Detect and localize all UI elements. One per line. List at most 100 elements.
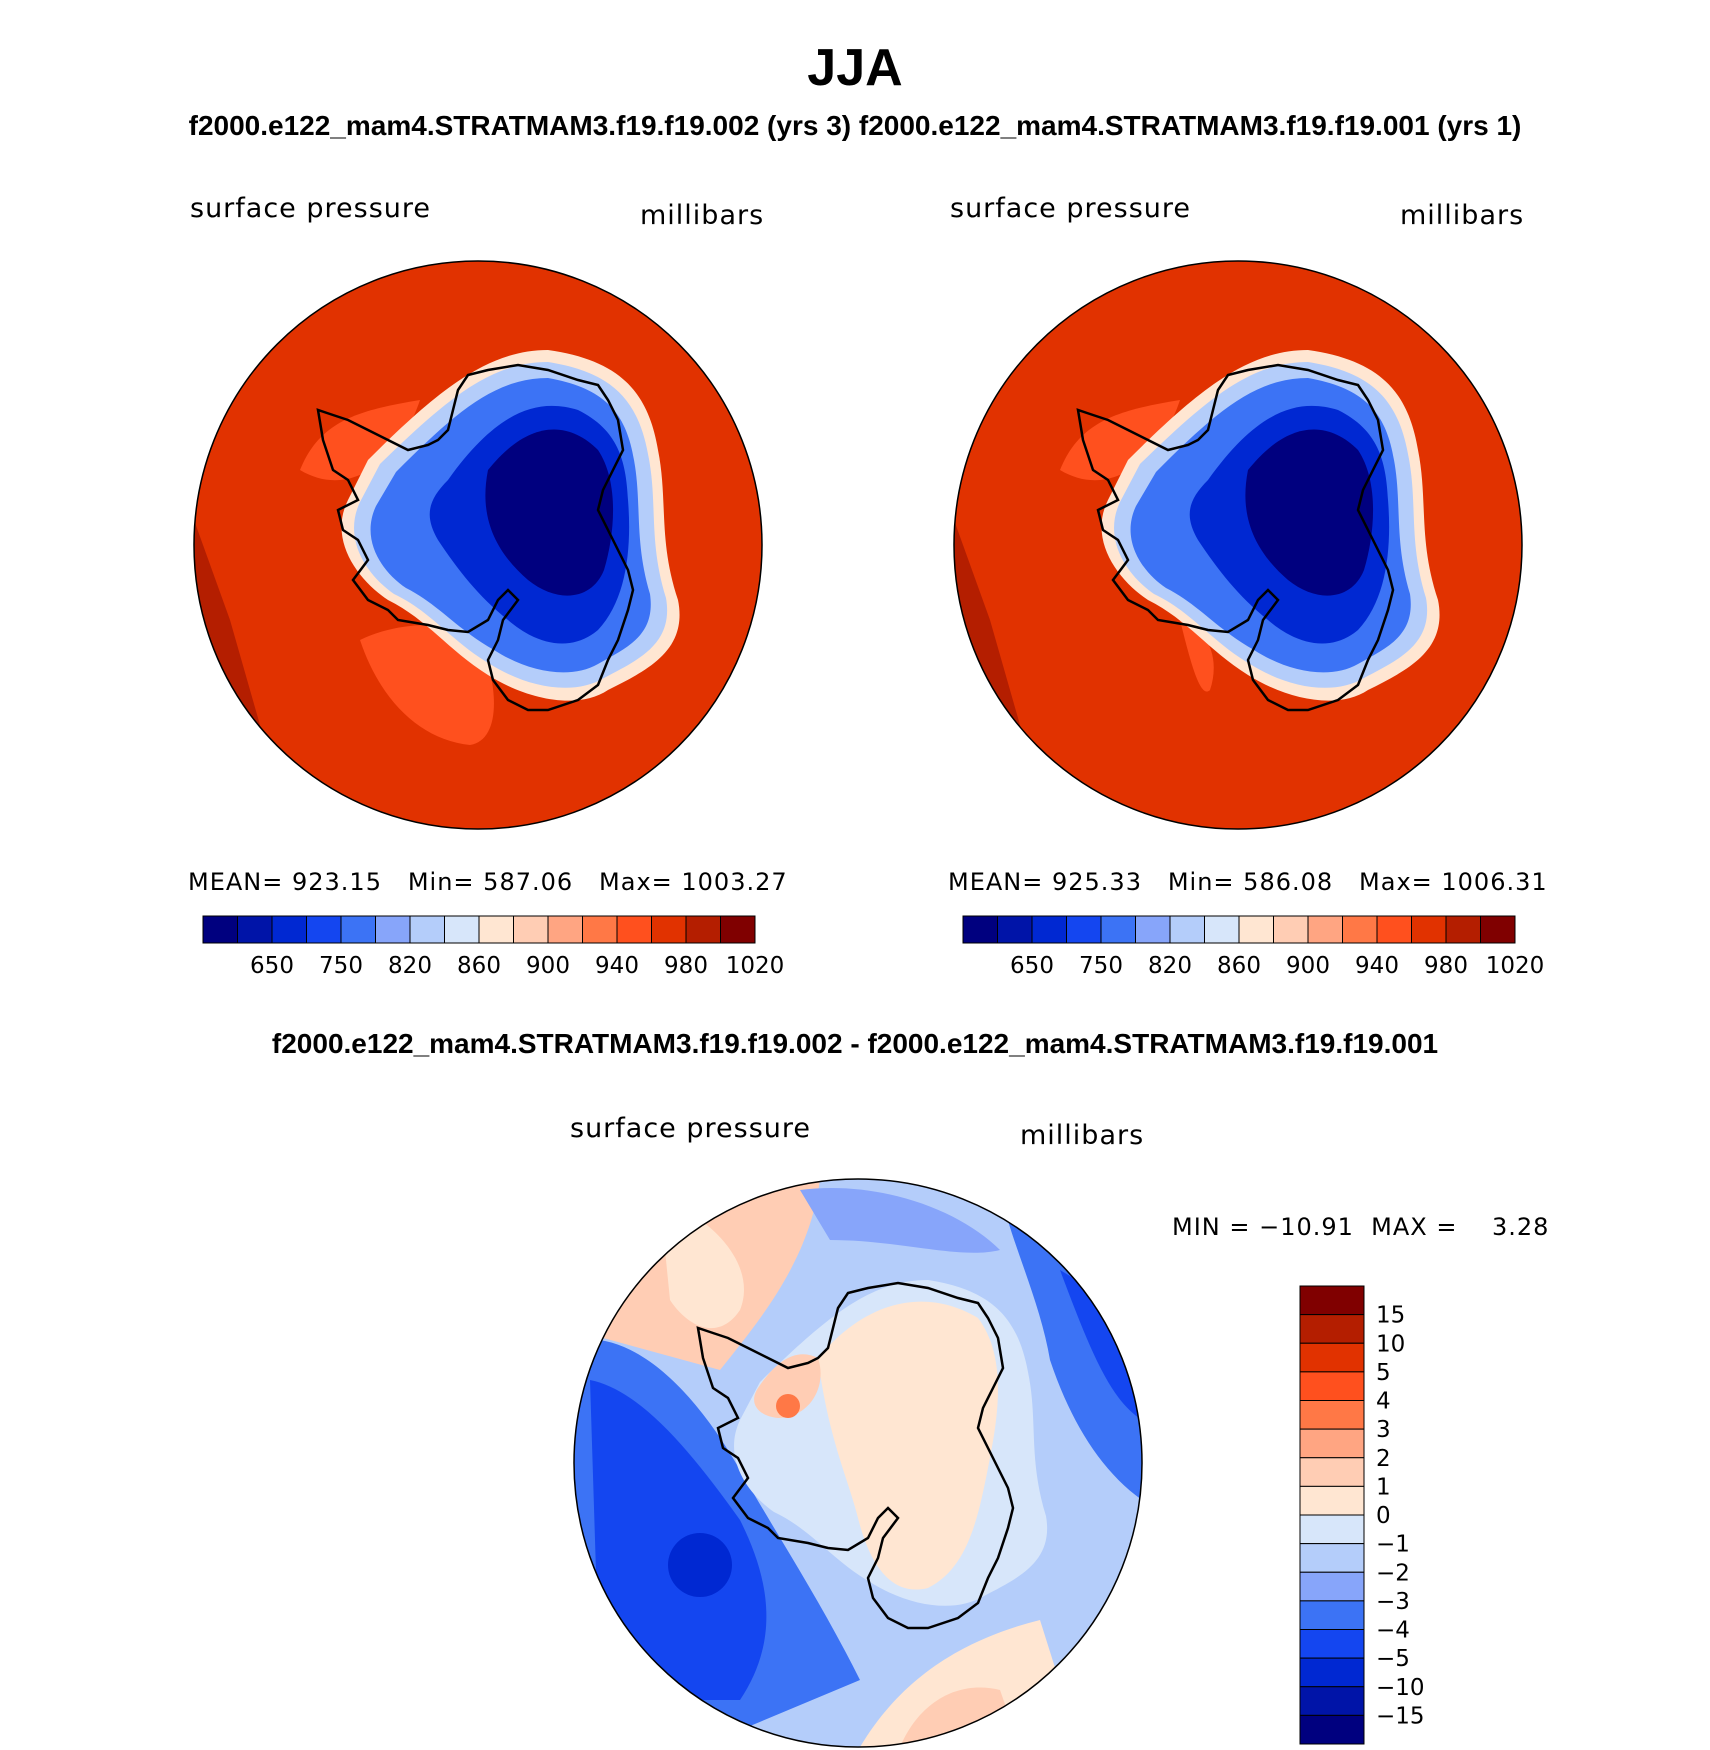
colorbar-box bbox=[1299, 1485, 1365, 1516]
colorbar-tick-label: 650 bbox=[250, 953, 294, 979]
colorbar-box bbox=[616, 915, 652, 944]
difference-title: f2000.e122_mam4.STRATMAM3.f19.f19.002 - … bbox=[271, 1028, 1439, 1059]
colorbar-box bbox=[202, 915, 238, 944]
colorbar-tick-label: 2 bbox=[1376, 1446, 1391, 1472]
colorbar-tick-label: 15 bbox=[1376, 1303, 1405, 1329]
colorbar-box bbox=[651, 915, 687, 944]
colorbar-box bbox=[1299, 1657, 1365, 1688]
case-a-title: f2000.e122_mam4.STRATMAM3.f19.f19.002 (y… bbox=[188, 110, 852, 141]
colorbar-tick-label: 0 bbox=[1376, 1503, 1391, 1529]
colorbar-tick-label: 980 bbox=[664, 953, 708, 979]
colorbar-tick-label: 820 bbox=[388, 953, 432, 979]
colorbar-box bbox=[1238, 915, 1274, 944]
colorbar-box bbox=[340, 915, 376, 944]
colorbar-box bbox=[1299, 1600, 1365, 1630]
colorbar-tick-label: 5 bbox=[1376, 1360, 1391, 1386]
colorbar-tick-label: 750 bbox=[319, 953, 363, 979]
colorbar-box bbox=[1100, 915, 1136, 944]
colorbar-box bbox=[1299, 1686, 1365, 1716]
panel1-stats: MEAN= 923.15 Min= 587.06 Max= 1003.27 bbox=[188, 868, 788, 896]
colorbar-box bbox=[1031, 915, 1067, 944]
colorbar-tick-label: −3 bbox=[1376, 1589, 1410, 1615]
colorbar-tick-label: 860 bbox=[1217, 953, 1261, 979]
colorbar-tick-label: 750 bbox=[1079, 953, 1123, 979]
panel1-units-label: millibars bbox=[640, 200, 765, 231]
colorbar-tick-label: −10 bbox=[1376, 1675, 1425, 1701]
colorbar-tick-label: 900 bbox=[526, 953, 570, 979]
colorbar-tick-label: −4 bbox=[1376, 1618, 1410, 1644]
colorbar-box bbox=[1066, 915, 1102, 944]
colorbar-box bbox=[409, 915, 445, 944]
panel2-units-label: millibars bbox=[1400, 200, 1525, 231]
colorbar-box bbox=[1169, 915, 1205, 944]
colorbar-box bbox=[444, 915, 480, 944]
colorbar-box bbox=[1299, 1342, 1365, 1373]
colorbar-box bbox=[1299, 1571, 1365, 1602]
colorbar-tick-label: −2 bbox=[1376, 1560, 1410, 1586]
colorbar-box bbox=[1376, 915, 1412, 944]
colorbar-box bbox=[1299, 1400, 1365, 1430]
colorbar-tick-label: 820 bbox=[1148, 953, 1192, 979]
colorbar-tick-label: 940 bbox=[595, 953, 639, 979]
colorbar-tick-label: 1020 bbox=[726, 953, 785, 979]
colorbar-box bbox=[478, 915, 514, 944]
colorbar-box bbox=[1299, 1285, 1365, 1316]
panel1-variable-label: surface pressure bbox=[190, 193, 431, 224]
panel1-map bbox=[193, 260, 763, 830]
colorbar-box bbox=[997, 915, 1033, 944]
colorbar-box bbox=[1411, 915, 1447, 944]
panel2-stats: MEAN= 925.33 Min= 586.08 Max= 1006.31 bbox=[948, 868, 1548, 896]
colorbar-box bbox=[237, 915, 273, 944]
panel3-variable-label: surface pressure bbox=[570, 1113, 811, 1144]
colorbar-box bbox=[1273, 915, 1309, 944]
colorbar-box bbox=[1135, 915, 1171, 944]
absolute-colorbar-1: 650 750 820 860 900 940 980 1020 bbox=[202, 915, 785, 979]
absolute-colorbar-2: 650 750 820 860 900 940 980 1020 bbox=[962, 915, 1545, 979]
colorbar-tick-label: 4 bbox=[1376, 1389, 1391, 1415]
colorbar-box bbox=[1299, 1514, 1365, 1545]
colorbar-box bbox=[1204, 915, 1240, 944]
colorbar-box bbox=[306, 915, 342, 944]
colorbar-box bbox=[271, 915, 307, 944]
case-titles-row: f2000.e122_mam4.STRATMAM3.f19.f19.002 (y… bbox=[0, 110, 1710, 142]
panel3-stats: MIN = −10.91 MAX = 3.28 bbox=[1172, 1213, 1550, 1241]
colorbar-tick-label: −5 bbox=[1376, 1646, 1410, 1672]
colorbar-tick-label: 900 bbox=[1286, 953, 1330, 979]
colorbar-box bbox=[1299, 1314, 1365, 1344]
colorbar-box bbox=[1299, 1457, 1365, 1487]
panel2-variable-label: surface pressure bbox=[950, 193, 1191, 224]
panel3-units-label: millibars bbox=[1020, 1120, 1145, 1151]
colorbar-tick-label: 860 bbox=[457, 953, 501, 979]
colorbar-box bbox=[1307, 915, 1343, 944]
panel2-map bbox=[953, 260, 1523, 830]
colorbar-tick-label: 650 bbox=[1010, 953, 1054, 979]
panel3-map bbox=[573, 1178, 1143, 1748]
colorbar-tick-label: 3 bbox=[1376, 1417, 1391, 1443]
colorbar-box bbox=[1299, 1543, 1365, 1573]
colorbar-box bbox=[1342, 915, 1378, 944]
figure-season-title: JJA bbox=[807, 39, 903, 97]
colorbar-tick-label: 1020 bbox=[1486, 953, 1545, 979]
case-b-title: f2000.e122_mam4.STRATMAM3.f19.f19.001 (y… bbox=[858, 110, 1522, 141]
colorbar-box bbox=[1299, 1714, 1365, 1745]
colorbar-tick-label: −15 bbox=[1376, 1703, 1425, 1729]
colorbar-box bbox=[1299, 1428, 1365, 1459]
colorbar-box bbox=[1299, 1629, 1365, 1659]
colorbar-box bbox=[547, 915, 583, 944]
colorbar-box bbox=[1299, 1371, 1365, 1401]
colorbar-tick-label: 980 bbox=[1424, 953, 1468, 979]
colorbar-box bbox=[513, 915, 549, 944]
colorbar-box bbox=[962, 915, 998, 944]
colorbar-tick-label: 10 bbox=[1376, 1331, 1405, 1357]
colorbar-tick-label: 940 bbox=[1355, 953, 1399, 979]
colorbar-box bbox=[375, 915, 411, 944]
colorbar-box bbox=[582, 915, 618, 944]
colorbar-box bbox=[1480, 915, 1516, 944]
colorbar-box bbox=[1445, 915, 1481, 944]
colorbar-tick-label: 1 bbox=[1376, 1474, 1391, 1500]
colorbar-tick-label: −1 bbox=[1376, 1532, 1410, 1558]
colorbar-box bbox=[720, 915, 756, 944]
colorbar-box bbox=[685, 915, 721, 944]
